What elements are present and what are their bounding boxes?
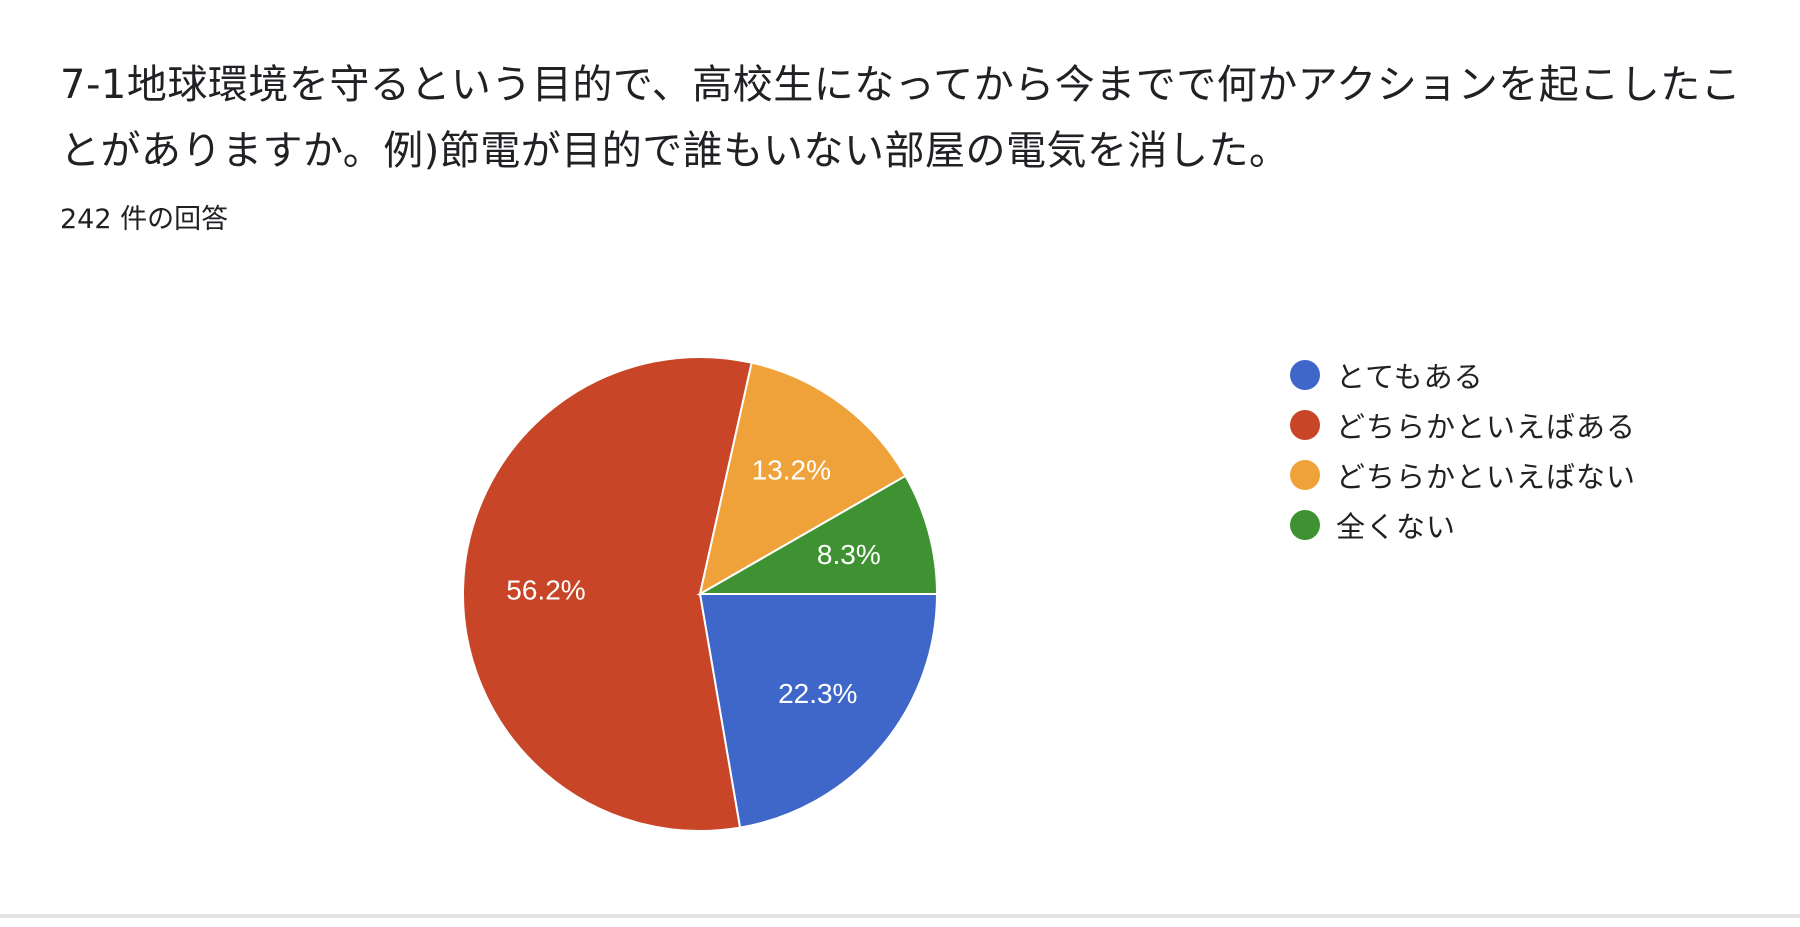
slice-totemo-aru[interactable]	[698, 593, 939, 829]
legend-label: どちらかといえばない	[1336, 460, 1637, 494]
slice-percent-label: 13.2%	[752, 454, 831, 485]
pie-slices	[462, 356, 939, 832]
slice-percent-label: 56.2%	[506, 575, 585, 606]
chart-legend: とてもある どちらかといえばある どちらかといえばない 全くない	[1290, 350, 1636, 550]
legend-swatch	[1290, 510, 1320, 540]
slice-percent-label: 22.3%	[778, 678, 857, 709]
slice-mattaku-nai[interactable]	[696, 474, 939, 595]
legend-label: 全くない	[1336, 510, 1457, 544]
legend-item-mattaku-nai[interactable]: 全くない	[1290, 500, 1636, 550]
legend-label: とてもある	[1336, 360, 1484, 394]
legend-item-dochiraka-aru[interactable]: どちらかといえばある	[1290, 400, 1636, 450]
legend-label: どちらかといえばある	[1336, 410, 1637, 444]
legend-item-totemo-aru[interactable]: とてもある	[1290, 350, 1636, 400]
response-count: 242 件の回答	[60, 204, 229, 235]
slice-dochiraka-nai[interactable]	[698, 361, 907, 596]
legend-swatch	[1290, 460, 1320, 490]
slice-dochiraka-aru[interactable]	[462, 356, 753, 832]
legend-swatch	[1290, 360, 1320, 390]
question-title: 7-1地球環境を守るという目的で、高校生になってから今までで何かアクションを起こ…	[60, 62, 1742, 174]
legend-swatch	[1290, 410, 1320, 440]
slice-percent-label: 8.3%	[817, 539, 881, 570]
legend-item-dochiraka-nai[interactable]: どちらかといえばない	[1290, 450, 1636, 500]
pie-labels: 22.3% 56.2% 13.2% 8.3%	[506, 454, 880, 708]
